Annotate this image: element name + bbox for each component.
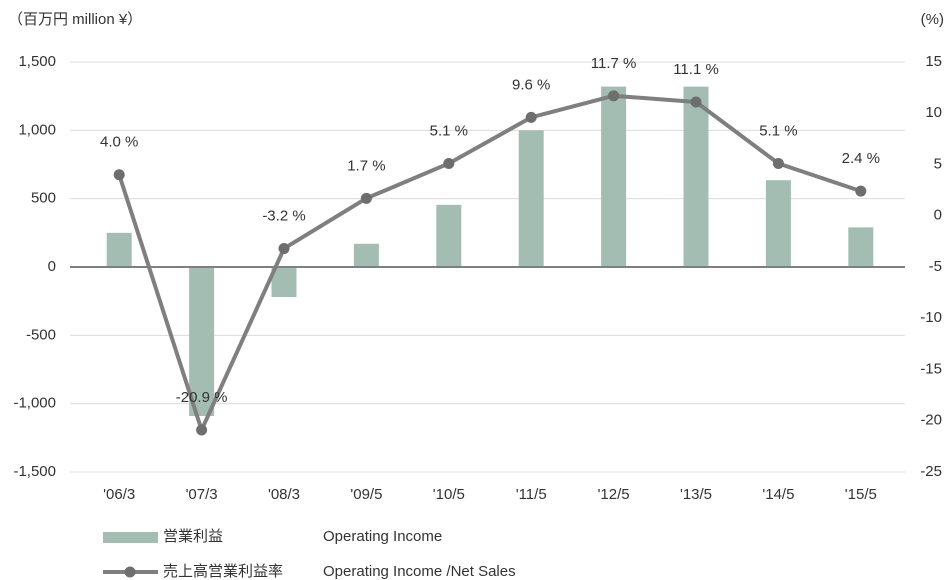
data-label: 4.0 %	[100, 134, 138, 151]
x-tick-label: '14/5	[762, 486, 794, 503]
x-tick-label: '07/3	[186, 486, 218, 503]
y-axis-label: （百万円 million ¥）	[8, 11, 142, 28]
bar	[436, 204, 462, 267]
y2-tick-label: -20	[920, 412, 942, 429]
bar	[106, 232, 132, 267]
legend-label: Operating Income	[323, 528, 442, 545]
legend-label: 営業利益	[163, 528, 223, 545]
x-tick-label: '10/5	[433, 486, 465, 503]
legend-marker	[124, 566, 136, 578]
y2-tick-label: -25	[920, 463, 942, 480]
data-label: 1.7 %	[347, 157, 385, 174]
bar	[848, 227, 874, 267]
line-marker	[443, 157, 455, 169]
line-marker	[855, 185, 867, 197]
y-tick-label: 1,000	[18, 121, 56, 138]
x-tick-label: '12/5	[598, 486, 630, 503]
line-marker	[113, 169, 125, 181]
y-tick-label: 1,500	[18, 53, 56, 70]
bar	[518, 130, 544, 267]
data-label: 5.1 %	[430, 122, 468, 139]
y-tick-label: -1,000	[13, 395, 56, 412]
line-marker	[772, 157, 784, 169]
y2-tick-label: -10	[920, 309, 942, 326]
bar	[683, 86, 709, 267]
y-tick-label: -500	[26, 326, 56, 343]
data-label: -20.9 %	[176, 389, 228, 406]
x-tick-label: '06/3	[103, 486, 135, 503]
data-label: 11.1 %	[673, 61, 719, 78]
bar	[601, 86, 627, 267]
line-marker	[360, 192, 372, 204]
data-label: 5.1 %	[759, 122, 797, 139]
bar	[271, 267, 297, 298]
data-label: 2.4 %	[842, 150, 880, 167]
data-label: 9.6 %	[512, 76, 550, 93]
x-tick-label: '08/3	[268, 486, 300, 503]
line-marker	[608, 90, 620, 102]
bar	[353, 243, 379, 267]
y-tick-label: 0	[48, 258, 56, 275]
data-label: 11.7 %	[591, 55, 637, 72]
y2-tick-label: -5	[929, 258, 942, 275]
bar	[189, 267, 215, 416]
x-tick-label: '13/5	[680, 486, 712, 503]
data-label: -3.2 %	[262, 208, 305, 225]
y2-tick-label: 0	[934, 207, 942, 224]
bar	[765, 180, 791, 267]
x-tick-label: '11/5	[516, 486, 547, 503]
y2-tick-label: 15	[925, 53, 942, 70]
y2-tick-label: 5	[934, 155, 942, 172]
y2-tick-label: -15	[920, 360, 942, 377]
legend-label: Operating Income /Net Sales	[323, 563, 516, 580]
y-tick-label: 500	[31, 190, 56, 207]
legend-swatch	[103, 532, 158, 543]
line-marker	[196, 424, 208, 436]
y-tick-label: -1,500	[13, 463, 56, 480]
x-tick-label: '15/5	[845, 486, 877, 503]
x-tick-label: '09/5	[350, 486, 382, 503]
y2-axis-label: (%)	[921, 11, 944, 28]
line	[117, 93, 862, 436]
y2-tick-label: 10	[925, 104, 942, 121]
line-marker	[278, 243, 290, 255]
line-marker	[690, 96, 702, 108]
legend-label: 売上高営業利益率	[163, 563, 283, 580]
line-marker	[525, 111, 537, 123]
